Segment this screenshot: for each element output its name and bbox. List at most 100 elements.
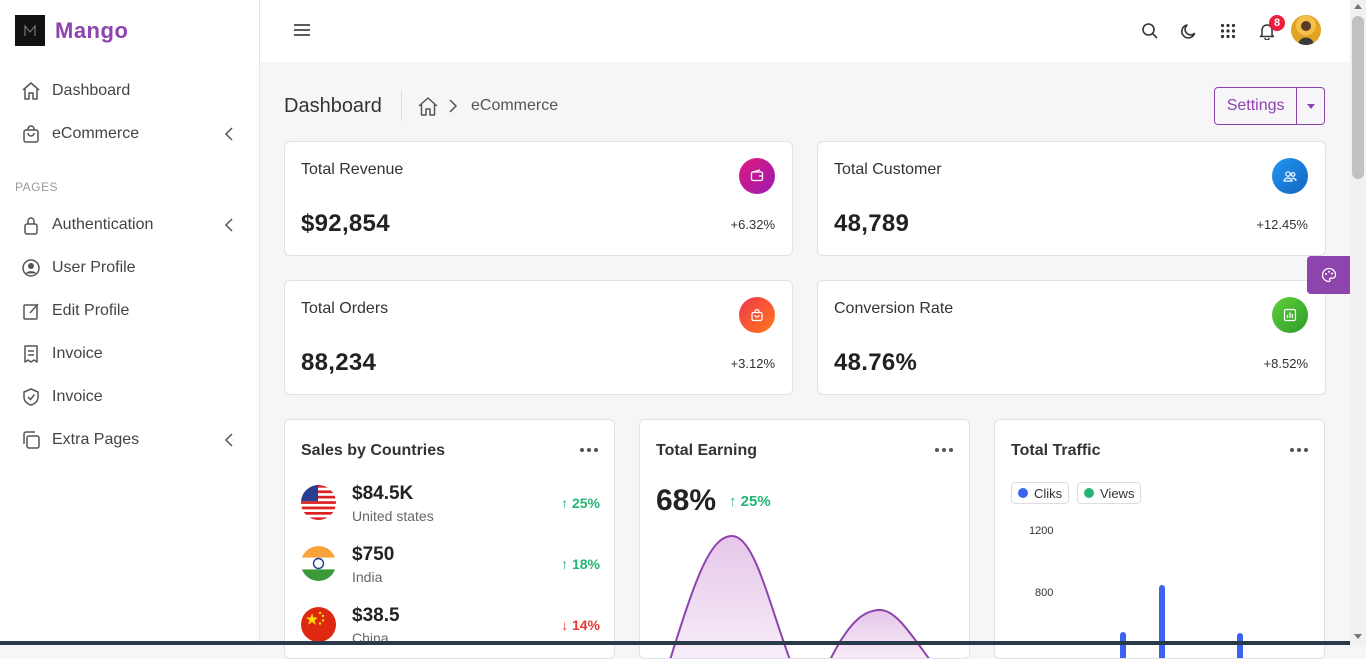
stat-change: +6.32%	[730, 217, 775, 232]
more-options-icon[interactable]	[935, 448, 953, 454]
earning-percent: 68%	[656, 484, 717, 517]
stat-change: +3.12%	[730, 356, 775, 371]
panel-title: Sales by Countries	[301, 442, 446, 459]
sidebar-item-label: Extra Pages	[52, 431, 140, 448]
chevron-left-icon	[224, 218, 234, 237]
edit-icon	[21, 301, 41, 321]
bell-icon[interactable]: 8	[1256, 15, 1285, 42]
traffic-bar	[1237, 633, 1243, 658]
stat-title: Total Revenue	[301, 161, 404, 178]
avatar[interactable]	[1291, 15, 1321, 45]
stat-title: Conversion Rate	[834, 300, 954, 317]
sidebar-item-user-profile[interactable]: User Profile	[0, 248, 260, 288]
more-options-icon[interactable]	[1290, 448, 1308, 454]
sidebar-item-label: eCommerce	[52, 125, 140, 142]
moon-icon[interactable]	[1178, 20, 1200, 42]
sidebar-item-label: Invoice	[52, 388, 103, 405]
arrow-down-icon: ↓	[561, 617, 569, 633]
sidebar-item-label: User Profile	[52, 259, 136, 276]
total-traffic-card: Total Traffic Cliks Views 1200 800	[994, 419, 1325, 659]
brand-logo-icon	[15, 15, 45, 46]
earning-line-1	[669, 534, 791, 658]
sidebar-item-ecommerce[interactable]: eCommerce	[0, 114, 260, 154]
sidebar-item-extra-pages[interactable]: Extra Pages	[0, 420, 260, 460]
lock-icon	[21, 215, 41, 235]
country-amount: $38.5	[352, 605, 400, 626]
legend-item-cliks[interactable]: Cliks	[1011, 482, 1070, 504]
sidebar-item-label: Invoice	[52, 345, 103, 362]
earning-change: ↑ 25%	[729, 493, 771, 510]
sidebar-item-dashboard[interactable]: Dashboard	[0, 71, 260, 111]
stat-value: 48,789	[834, 210, 910, 237]
shopping-bag-icon	[21, 124, 41, 144]
country-change: ↓ 14%	[561, 617, 600, 633]
page-title: Dashboard	[284, 95, 382, 117]
sidebar-item-invoice[interactable]: Invoice	[0, 334, 260, 374]
users-icon	[1272, 158, 1308, 194]
us-flag-icon	[301, 485, 336, 520]
panel-title: Total Earning	[656, 442, 758, 459]
list-item: $84.5K United states ↑ 25%	[301, 483, 601, 529]
country-change: ↑ 18%	[561, 556, 600, 572]
receipt-icon	[21, 344, 41, 364]
home-icon	[21, 81, 41, 101]
scroll-thumb[interactable]	[1352, 16, 1364, 179]
sidebar-item-label: Authentication	[52, 216, 154, 233]
earning-area-chart	[669, 534, 930, 658]
list-item: $750 India ↑ 18%	[301, 544, 601, 590]
shield-check-icon	[21, 387, 41, 407]
palette-icon	[1321, 267, 1336, 283]
sidebar: Mango Dashboard eCommerce PAGES Authenti…	[0, 0, 260, 645]
settings-button-group: Settings	[1214, 87, 1325, 125]
chevron-left-icon	[224, 127, 234, 146]
search-icon[interactable]	[1139, 20, 1161, 42]
country-amount: $84.5K	[352, 483, 414, 504]
menu-icon[interactable]	[292, 22, 312, 38]
topbar: 8	[260, 0, 1350, 62]
legend-dot	[1084, 488, 1094, 498]
stat-title: Total Orders	[301, 300, 389, 317]
country-amount: $750	[352, 544, 395, 565]
wallet-icon	[739, 158, 775, 194]
sidebar-item-edit-profile[interactable]: Edit Profile	[0, 291, 260, 331]
legend-item-views[interactable]: Views	[1077, 482, 1142, 504]
window-bottom-edge	[0, 641, 1350, 645]
more-options-icon[interactable]	[580, 448, 598, 454]
earning-line-2	[829, 608, 930, 658]
caret-down-icon	[1306, 103, 1315, 109]
apps-grid-icon[interactable]	[1217, 20, 1239, 42]
country-change: ↑ 25%	[561, 495, 600, 511]
stat-value: 88,234	[301, 349, 377, 376]
total-earning-card: Total Earning 68% ↑ 25%	[639, 419, 970, 659]
country-name: India	[352, 569, 383, 585]
arrow-up-icon: ↑	[561, 556, 569, 572]
panel-title: Total Traffic	[1011, 442, 1101, 459]
arrow-up-icon: ↑	[561, 495, 569, 511]
stat-title: Total Customer	[834, 161, 942, 178]
bar-chart-icon	[1272, 297, 1308, 333]
notification-badge: 8	[1269, 15, 1285, 31]
sidebar-item-label: Dashboard	[52, 82, 131, 99]
breadcrumb-home-icon[interactable]	[417, 96, 439, 118]
traffic-bar	[1120, 632, 1126, 658]
china-flag-icon	[301, 607, 336, 642]
theme-customizer-button[interactable]	[1307, 256, 1350, 294]
brand[interactable]: Mango	[15, 15, 128, 46]
sidebar-item-authentication[interactable]: Authentication	[0, 205, 260, 245]
brand-name: Mango	[55, 17, 129, 43]
breadcrumb-current[interactable]: eCommerce	[471, 97, 559, 114]
settings-dropdown-toggle[interactable]	[1297, 88, 1324, 124]
page-scrollbar[interactable]	[1350, 0, 1366, 645]
y-tick-label: 1200	[1029, 525, 1054, 537]
traffic-bar-chart	[1120, 585, 1243, 658]
scroll-up-arrow-icon[interactable]	[1354, 4, 1362, 9]
stat-card-conversion-rate: Conversion Rate 48.76% +8.52%	[817, 280, 1326, 395]
sidebar-item-invoice-secondary[interactable]: Invoice	[0, 377, 260, 417]
shopping-bag-icon	[739, 297, 775, 333]
settings-button[interactable]: Settings	[1215, 88, 1298, 124]
scroll-down-arrow-icon[interactable]	[1354, 634, 1362, 639]
india-flag-icon	[301, 546, 336, 581]
country-name: United states	[352, 508, 434, 524]
stat-card-total-customer: Total Customer 48,789 +12.45%	[817, 141, 1326, 256]
y-tick-label: 800	[1035, 587, 1054, 599]
